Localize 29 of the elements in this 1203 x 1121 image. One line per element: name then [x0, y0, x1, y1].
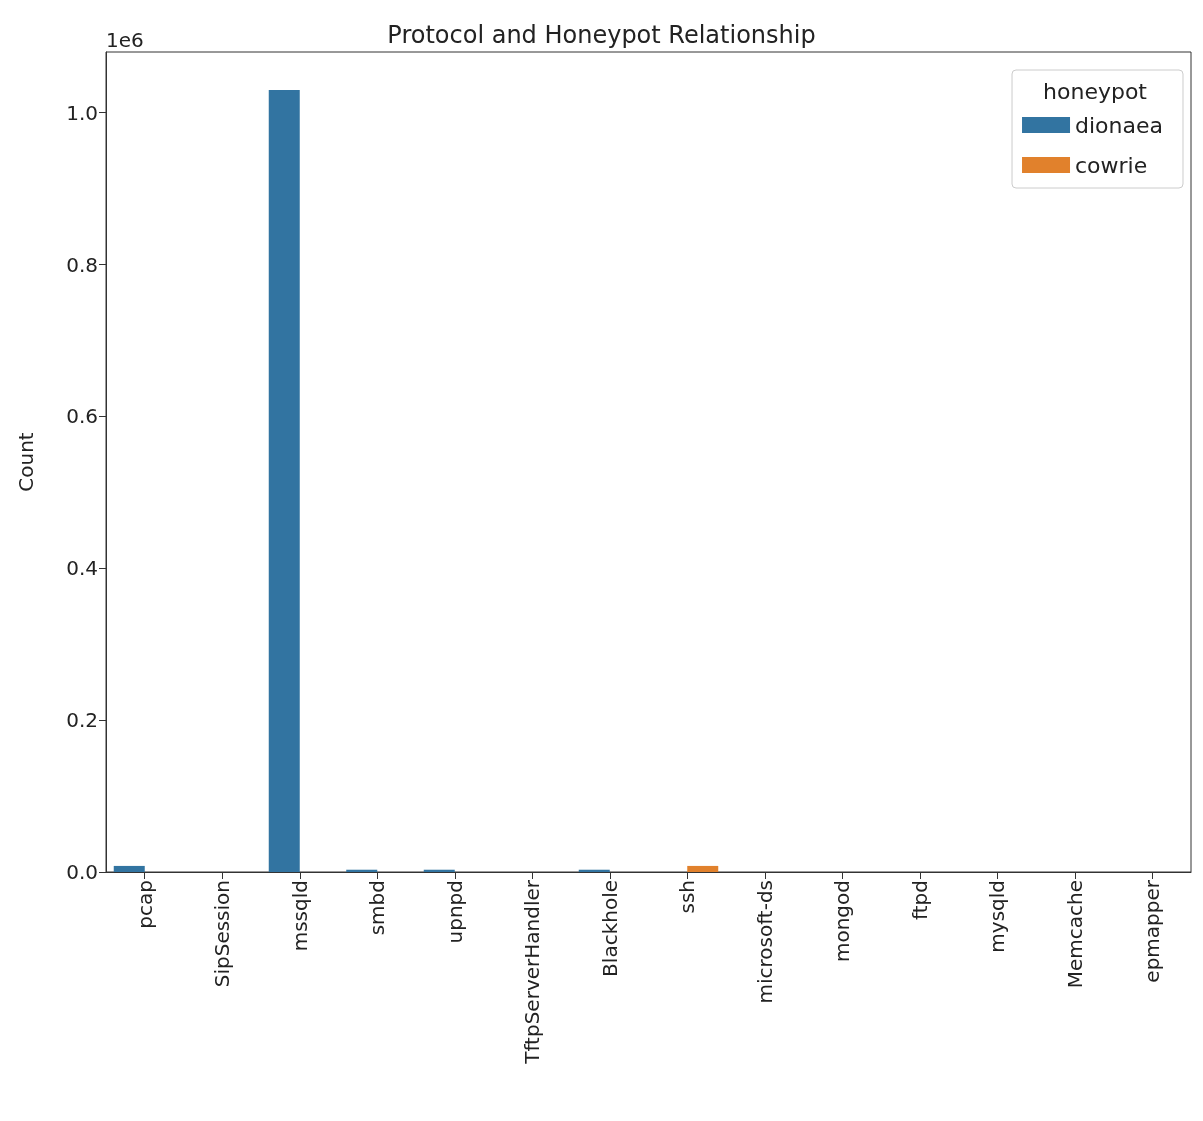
x-tick-label: Memcache [1062, 880, 1087, 989]
x-tick-label: smbd [365, 880, 390, 936]
legend-title: honeypot [1043, 78, 1148, 104]
x-tick-label: Blackhole [597, 880, 622, 977]
annotation: 1e6 [106, 28, 144, 52]
legend-label: dionaea [1075, 112, 1164, 138]
x-tick-label: epmapper [1140, 879, 1165, 983]
x-tick-label: pcap [132, 880, 157, 929]
x-tick-label: TftpServerHandler [520, 879, 545, 1065]
x-tick-label: mssqld [287, 880, 312, 952]
chart-title: Protocol and Honeypot Relationship [387, 21, 816, 49]
x-tick-label: upnpd [442, 880, 467, 944]
x-tick-label: ssh [675, 880, 700, 914]
y-tick-label: 0.0 [66, 860, 98, 884]
y-tick-label: 0.8 [66, 252, 98, 277]
bar [113, 865, 145, 872]
bar [687, 865, 719, 872]
y-tick-label: 0.4 [66, 556, 98, 581]
bar [268, 89, 300, 872]
x-tick-label: SipSession [210, 880, 235, 988]
y-tick-label: 0.6 [66, 404, 98, 429]
x-tick-label: mongod [830, 880, 855, 963]
x-tick-label: microsoft-ds [752, 880, 777, 1004]
x-tick-label: ftpd [907, 880, 932, 920]
y-tick-label: 0.2 [66, 708, 98, 733]
y-axis-title: Count [14, 432, 38, 492]
y-tick-label: 1.0 [66, 100, 98, 125]
legend-label: cowrie [1075, 152, 1148, 178]
x-tick-label: mysqld [985, 880, 1010, 953]
